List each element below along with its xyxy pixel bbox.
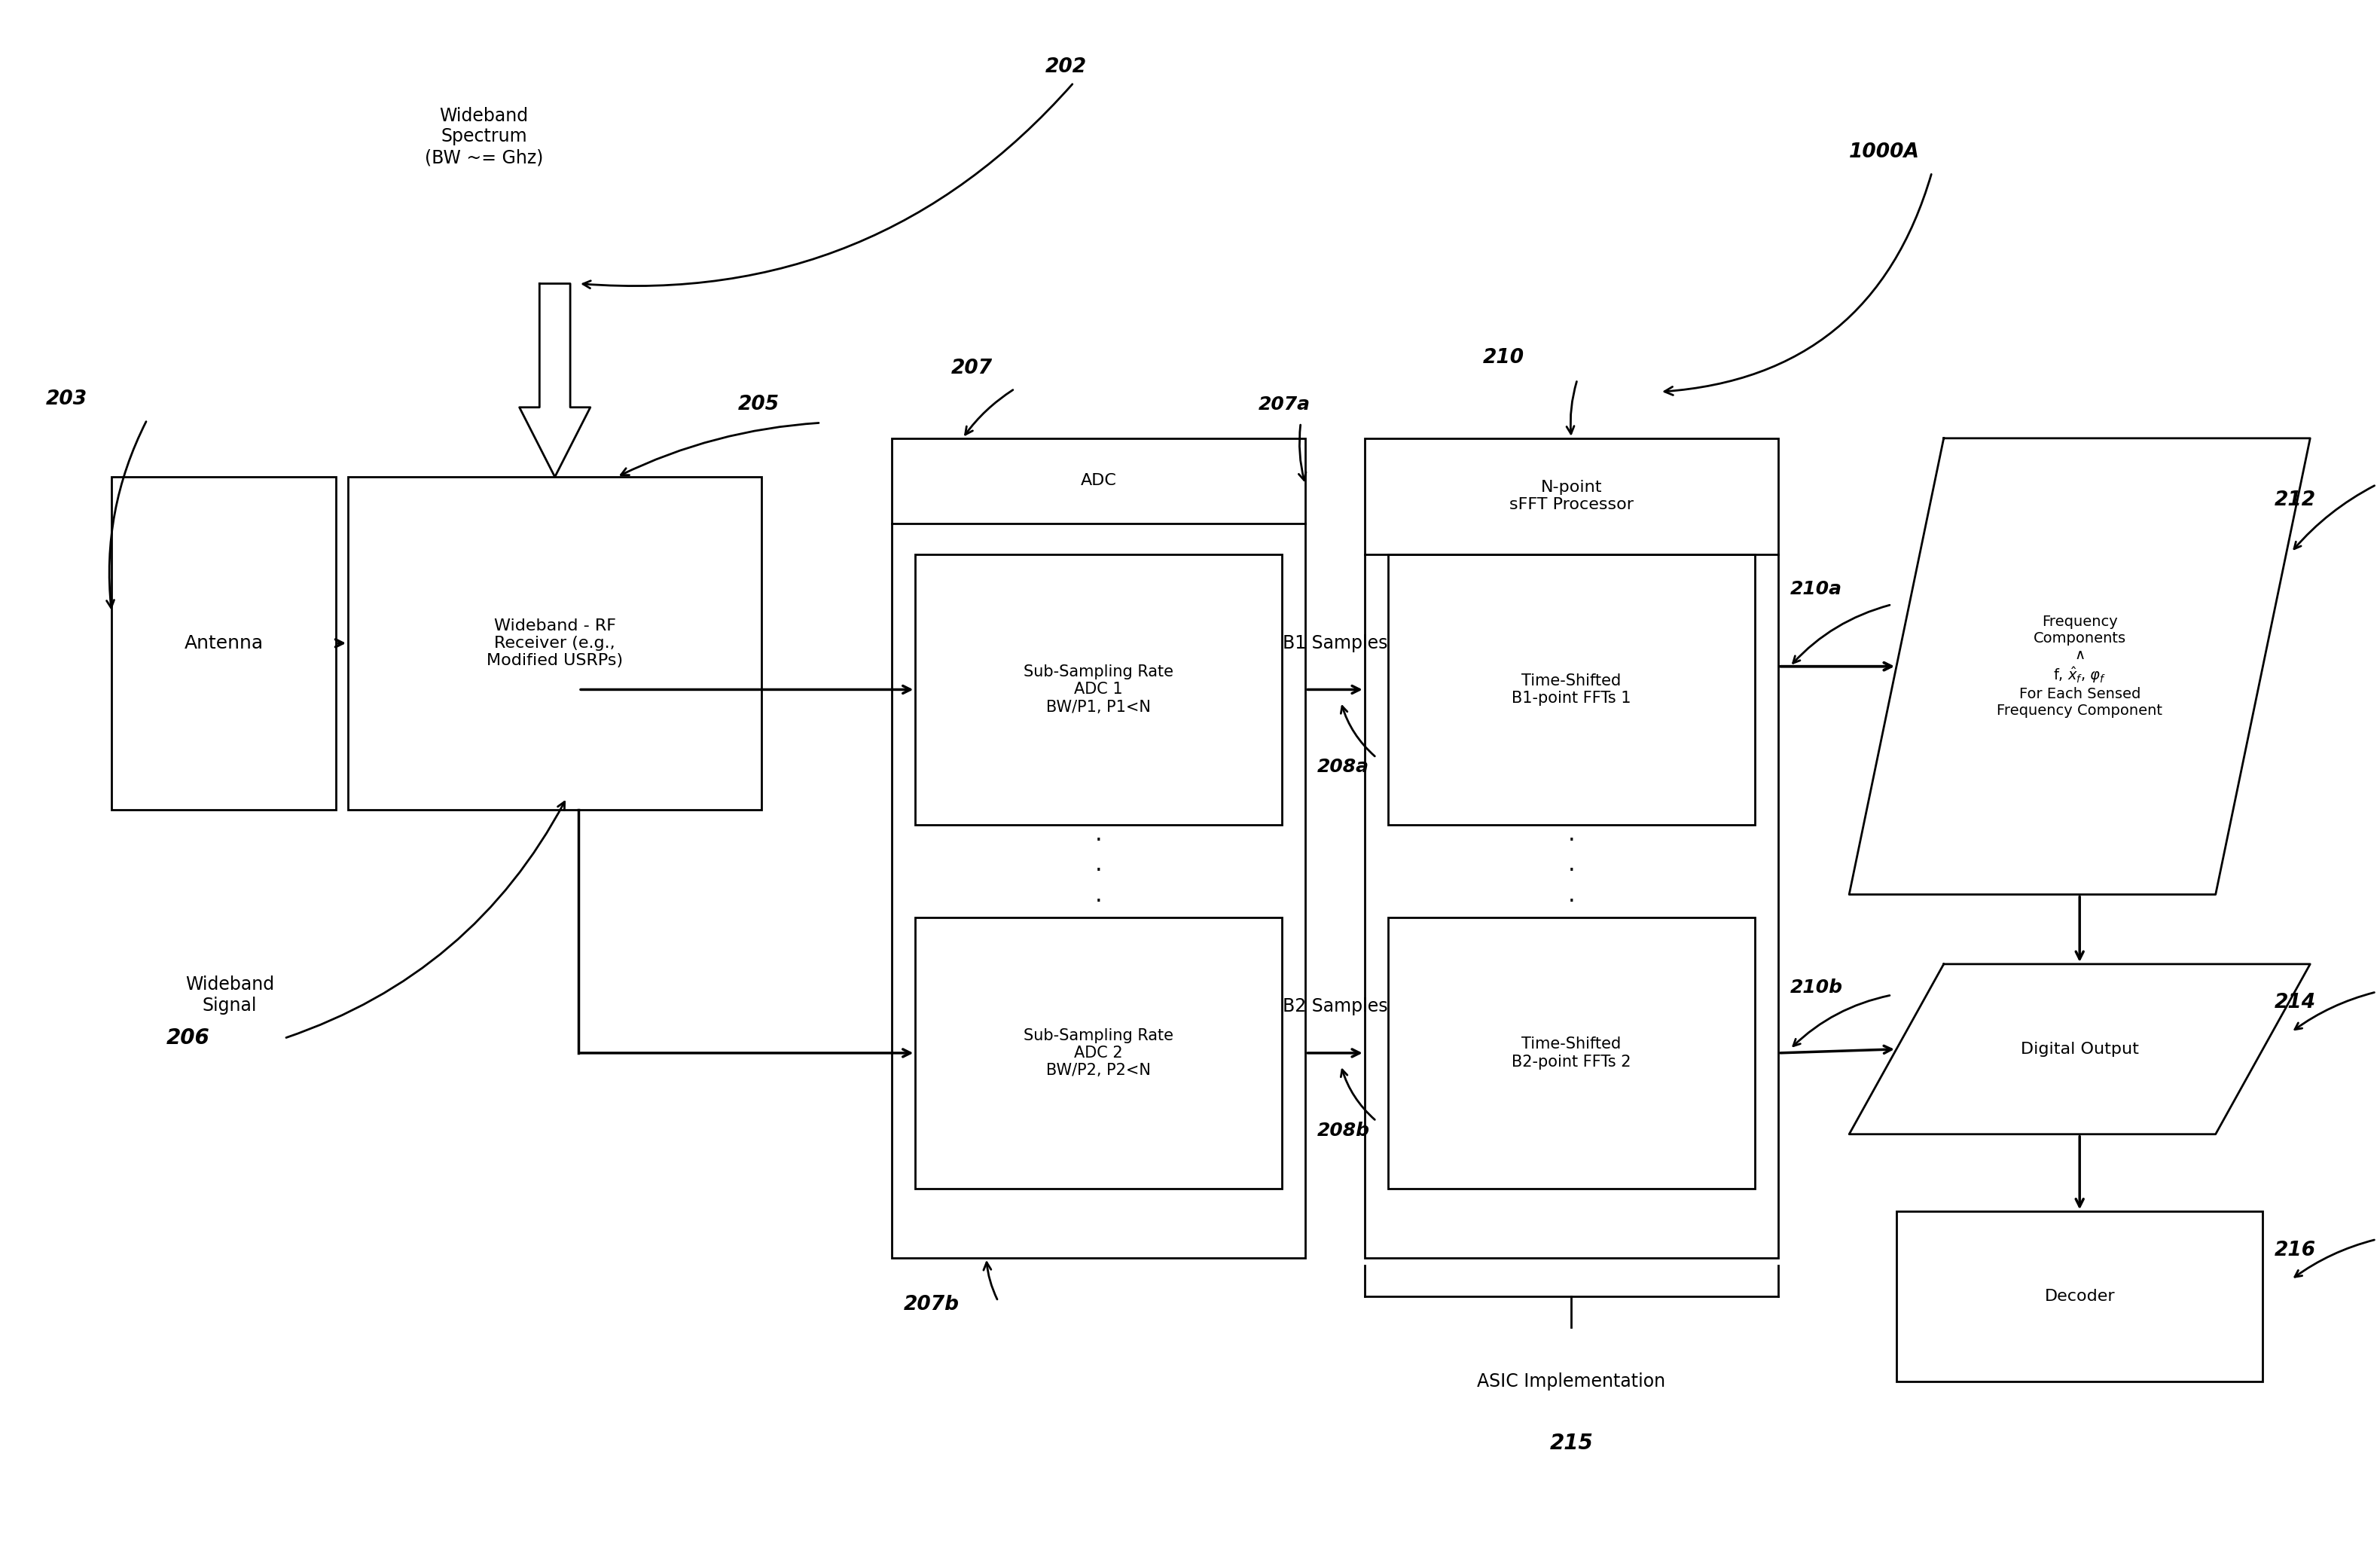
FancyBboxPatch shape	[1897, 1211, 2263, 1381]
Text: 210: 210	[1483, 349, 1523, 367]
FancyBboxPatch shape	[1388, 554, 1754, 825]
Text: Decoder: Decoder	[2044, 1289, 2116, 1305]
Text: Sub-Sampling Rate
ADC 2
BW/P2, P2<N: Sub-Sampling Rate ADC 2 BW/P2, P2<N	[1023, 1028, 1173, 1077]
Text: Wideband
Signal: Wideband Signal	[186, 976, 274, 1015]
Text: 208b: 208b	[1316, 1121, 1371, 1140]
Text: 208a: 208a	[1316, 758, 1368, 775]
FancyBboxPatch shape	[112, 476, 336, 810]
Text: 210b: 210b	[1790, 978, 1842, 996]
Text: 207a: 207a	[1259, 395, 1309, 413]
FancyBboxPatch shape	[916, 917, 1283, 1188]
FancyBboxPatch shape	[916, 554, 1283, 825]
Text: Digital Output: Digital Output	[2021, 1042, 2140, 1057]
Text: 207b: 207b	[904, 1294, 959, 1314]
Text: 1000A: 1000A	[1849, 142, 1921, 162]
Text: 205: 205	[738, 394, 781, 414]
Text: ·
·
·: · · ·	[1095, 830, 1102, 912]
Text: Time-Shifted
B1-point FFTs 1: Time-Shifted B1-point FFTs 1	[1511, 673, 1630, 705]
Text: 203: 203	[45, 389, 88, 409]
Text: Time-Shifted
B2-point FFTs 2: Time-Shifted B2-point FFTs 2	[1511, 1037, 1630, 1070]
Text: Sub-Sampling Rate
ADC 1
BW/P1, P1<N: Sub-Sampling Rate ADC 1 BW/P1, P1<N	[1023, 665, 1173, 715]
FancyBboxPatch shape	[347, 476, 762, 810]
Text: 207: 207	[952, 358, 992, 378]
Text: Wideband
Spectrum
(BW ~= Ghz): Wideband Spectrum (BW ~= Ghz)	[424, 107, 543, 167]
Polygon shape	[519, 283, 590, 476]
Polygon shape	[1849, 438, 2311, 894]
Text: 215: 215	[1549, 1432, 1592, 1454]
Text: 202: 202	[1045, 58, 1088, 76]
Text: 216: 216	[2275, 1241, 2316, 1260]
Text: 212: 212	[2275, 490, 2316, 509]
Text: Frequency
Components
$\wedge$
f, $\hat{x}_f$, $\varphi_f$
For Each Sensed
Freque: Frequency Components $\wedge$ f, $\hat{x…	[1997, 615, 2163, 718]
Text: B2 Samples: B2 Samples	[1283, 998, 1388, 1015]
Text: B1 Samples: B1 Samples	[1283, 634, 1388, 652]
Text: N-point
sFFT Processor: N-point sFFT Processor	[1509, 480, 1633, 512]
Text: Wideband - RF
Receiver (e.g.,
Modified USRPs): Wideband - RF Receiver (e.g., Modified U…	[486, 618, 624, 668]
FancyBboxPatch shape	[892, 438, 1307, 1258]
Text: 214: 214	[2275, 993, 2316, 1012]
Text: ADC: ADC	[1081, 473, 1116, 489]
Polygon shape	[1849, 964, 2311, 1133]
Text: ASIC Implementation: ASIC Implementation	[1478, 1373, 1666, 1390]
FancyBboxPatch shape	[1364, 438, 1778, 1258]
FancyBboxPatch shape	[1388, 917, 1754, 1188]
Text: Antenna: Antenna	[183, 634, 264, 652]
Text: ·
·
·: · · ·	[1568, 830, 1576, 912]
Text: 210a: 210a	[1790, 581, 1842, 598]
Text: 206: 206	[167, 1028, 209, 1049]
